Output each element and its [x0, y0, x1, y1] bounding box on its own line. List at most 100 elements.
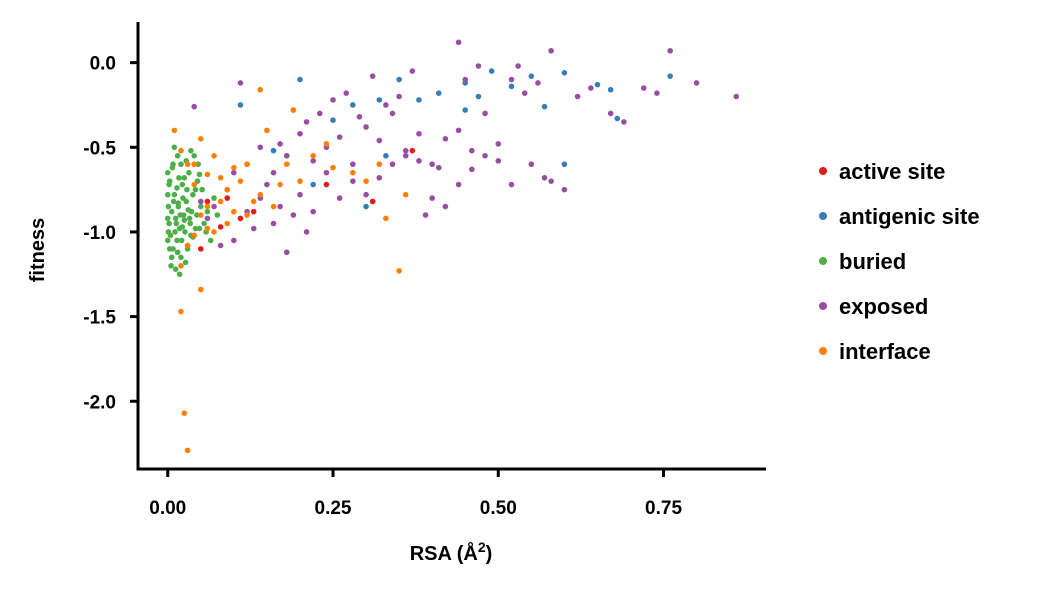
data-point	[297, 178, 303, 184]
data-point	[416, 130, 422, 137]
data-point	[277, 203, 283, 210]
data-point	[175, 200, 182, 206]
data-point	[455, 127, 462, 134]
data-point	[508, 83, 515, 90]
data-point	[416, 97, 422, 103]
data-point	[521, 90, 528, 96]
data-point	[475, 63, 482, 69]
data-point	[607, 110, 614, 117]
data-point	[194, 212, 200, 218]
data-point	[310, 208, 316, 215]
data-point	[174, 237, 180, 244]
data-point	[201, 220, 207, 227]
legend-label: buried	[839, 249, 906, 274]
data-point	[164, 191, 171, 198]
legend-marker	[819, 212, 827, 220]
data-point	[654, 90, 660, 96]
data-point	[231, 208, 237, 215]
data-point	[231, 169, 237, 176]
data-point	[442, 136, 449, 142]
data-point	[303, 229, 310, 235]
data-point	[168, 263, 174, 269]
data-point	[217, 242, 224, 249]
data-point	[323, 181, 330, 188]
data-point	[369, 73, 376, 79]
data-point	[224, 195, 231, 201]
data-point	[330, 164, 336, 171]
y-tick-label: -1.5	[83, 308, 116, 329]
data-point	[174, 185, 180, 191]
data-point	[402, 152, 409, 159]
data-point	[250, 198, 257, 205]
x-axis-title: RSA (Å2)	[410, 539, 493, 565]
data-point	[198, 203, 204, 210]
y-ticks: 0.0 -0.5 -1.0 -1.5 -2.0	[83, 54, 138, 413]
data-point	[174, 249, 181, 256]
data-point	[574, 93, 581, 100]
data-point	[186, 169, 192, 176]
data-point	[257, 86, 264, 93]
data-point	[166, 246, 173, 252]
data-point	[264, 127, 270, 134]
data-point	[180, 195, 186, 201]
data-point	[199, 186, 205, 193]
data-point	[343, 90, 350, 96]
data-point	[667, 47, 673, 54]
data-point	[614, 115, 621, 122]
data-point	[383, 102, 389, 108]
data-point	[508, 181, 515, 188]
data-point	[323, 141, 330, 147]
data-point	[667, 73, 673, 79]
data-point	[191, 232, 197, 239]
data-point	[310, 181, 316, 188]
data-point	[376, 97, 383, 103]
data-point	[257, 191, 264, 198]
y-tick-label: -0.5	[83, 138, 116, 159]
data-point	[250, 208, 257, 215]
data-point	[316, 110, 323, 117]
data-point	[204, 225, 211, 232]
data-point	[290, 107, 297, 113]
data-point	[178, 147, 184, 154]
data-point	[211, 195, 217, 201]
data-point	[224, 220, 231, 227]
data-point	[455, 181, 462, 188]
data-point	[330, 117, 336, 124]
data-point	[264, 181, 270, 188]
data-point	[179, 224, 186, 230]
data-point	[422, 212, 429, 218]
legend-marker	[819, 167, 827, 175]
data-point	[166, 181, 172, 188]
data-point	[409, 68, 416, 74]
data-point	[184, 447, 191, 454]
data-point	[184, 242, 191, 249]
data-point	[187, 220, 194, 227]
data-point	[237, 102, 244, 108]
data-point	[330, 97, 336, 103]
data-point	[198, 212, 204, 218]
data-point	[383, 215, 389, 222]
data-point	[396, 268, 402, 274]
data-point	[178, 308, 184, 315]
legend: active site antigenic site buried exposed in…	[819, 159, 980, 364]
data-point	[171, 191, 178, 198]
data-point	[250, 225, 257, 232]
data-point	[237, 178, 244, 184]
data-point	[168, 208, 175, 215]
data-point	[198, 136, 204, 142]
data-point	[198, 198, 204, 205]
data-point	[198, 286, 204, 293]
data-point	[561, 161, 568, 168]
x-tick-label: 0.50	[480, 498, 517, 519]
data-point	[172, 215, 179, 222]
data-point	[270, 220, 277, 227]
data-point	[191, 181, 197, 188]
data-point	[402, 191, 409, 198]
data-point	[178, 161, 184, 168]
data-point	[396, 93, 402, 100]
data-point	[217, 174, 224, 181]
data-point	[283, 161, 290, 168]
data-point	[297, 191, 303, 198]
data-point	[257, 144, 264, 151]
